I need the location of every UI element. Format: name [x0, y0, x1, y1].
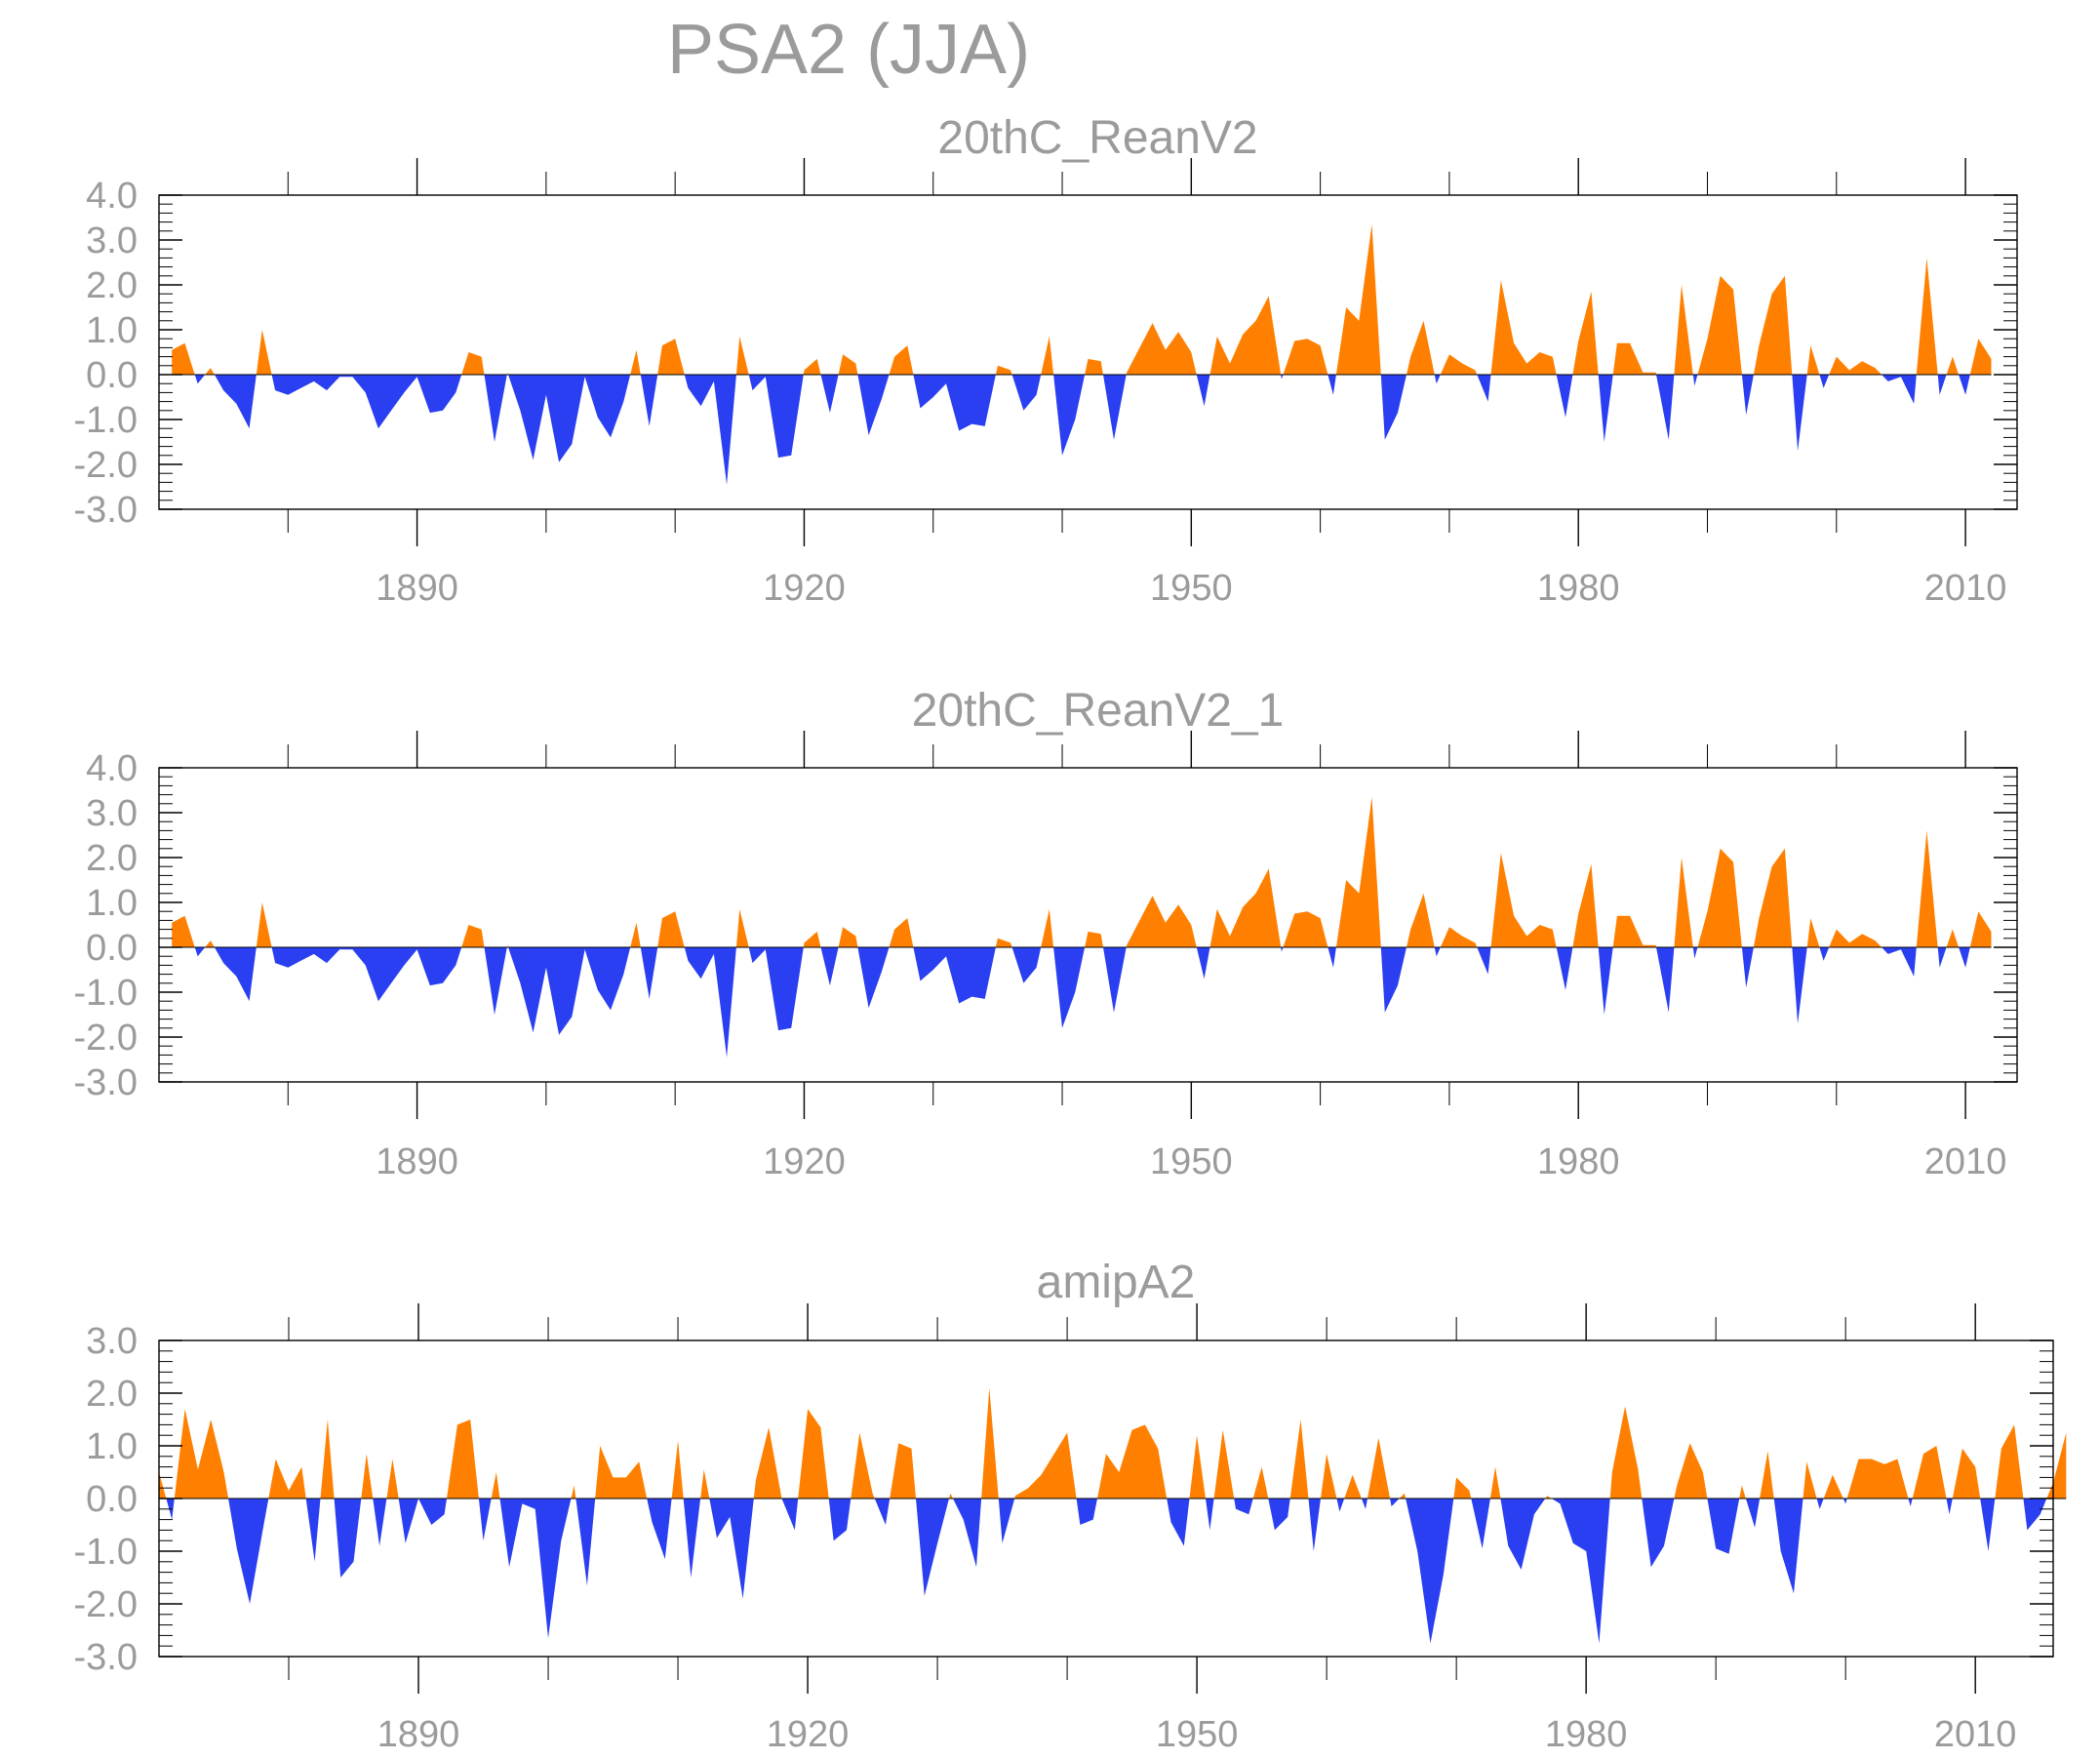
y-tick-label: -2.0	[74, 445, 138, 486]
y-tick-label: -1.0	[74, 1532, 138, 1573]
x-tick-label: 1890	[376, 1141, 458, 1182]
positive-anomaly-area	[172, 796, 1992, 947]
y-tick-label: -1.0	[74, 973, 138, 1014]
y-tick-label: 1.0	[86, 310, 138, 351]
y-tick-label: 4.0	[86, 176, 138, 217]
y-tick-label: 0.0	[86, 355, 138, 396]
y-tick-label: 1.0	[86, 1426, 138, 1467]
panel-1: 20thC_ReanV2 4.03.02.01.00.0-1.0-2.0-3.0 1…	[74, 112, 2018, 609]
y-tick-label: 4.0	[86, 748, 138, 789]
panel-title: 20thC_ReanV2	[937, 112, 1257, 164]
y-tick-label: 1.0	[86, 883, 138, 924]
x-tick-label: 1890	[377, 1714, 460, 1754]
panel-2: 20thC_ReanV2_1 4.03.02.01.00.0-1.0-2.0-3.…	[74, 685, 2018, 1182]
panel-3: amipA2 3.0 2.0 1.0 0.0 -1.0 -2.0 -3.0 1890 1920 19…	[74, 1257, 2067, 1755]
negative-anomaly-area	[166, 1499, 2047, 1644]
y-tick-label: -1.0	[74, 400, 138, 441]
y-tick-label: 2.0	[86, 838, 138, 879]
x-tick-label: 2010	[1924, 568, 2007, 609]
x-tick-label: 1920	[763, 568, 846, 609]
y-tick-label: 2.0	[86, 265, 138, 306]
x-tick-label: 1890	[376, 568, 458, 609]
y-tick-label: -2.0	[74, 1584, 138, 1625]
y-tick-label: -3.0	[74, 1637, 138, 1678]
x-tick-label: 1920	[767, 1714, 850, 1754]
y-tick-label: 3.0	[86, 793, 138, 834]
y-tick-label: -3.0	[74, 490, 138, 531]
y-tick-label: 0.0	[86, 1479, 138, 1520]
x-tick-label: 2010	[1934, 1714, 2017, 1754]
y-tick-label: 3.0	[86, 220, 138, 261]
x-tick-label: 1950	[1150, 568, 1233, 609]
x-tick-label: 1950	[1156, 1714, 1239, 1754]
y-tick-label: 3.0	[86, 1321, 138, 1362]
x-tick-label: 1950	[1150, 1141, 1233, 1182]
negative-anomaly-area	[194, 947, 1970, 1058]
positive-anomaly-area	[172, 223, 1992, 375]
panel-title: amipA2	[1037, 1257, 1196, 1308]
x-tick-label: 2010	[1924, 1141, 2007, 1182]
plot-frame	[158, 194, 2018, 510]
x-tick-label: 1980	[1537, 568, 1620, 609]
figure-title: PSA2 (JJA)	[667, 11, 1030, 89]
y-tick-label: 0.0	[86, 928, 138, 969]
y-tick-label: 2.0	[86, 1374, 138, 1415]
x-tick-label: 1920	[763, 1141, 846, 1182]
panel-title: 20thC_ReanV2_1	[912, 685, 1285, 737]
x-tick-label: 1980	[1537, 1141, 1620, 1182]
y-tick-label: -3.0	[74, 1062, 138, 1103]
negative-anomaly-area	[194, 375, 1970, 485]
x-tick-label: 1980	[1545, 1714, 1628, 1754]
positive-anomaly-area	[159, 1387, 2067, 1499]
y-tick-label: -2.0	[74, 1018, 138, 1059]
plot-frame	[158, 767, 2018, 1083]
